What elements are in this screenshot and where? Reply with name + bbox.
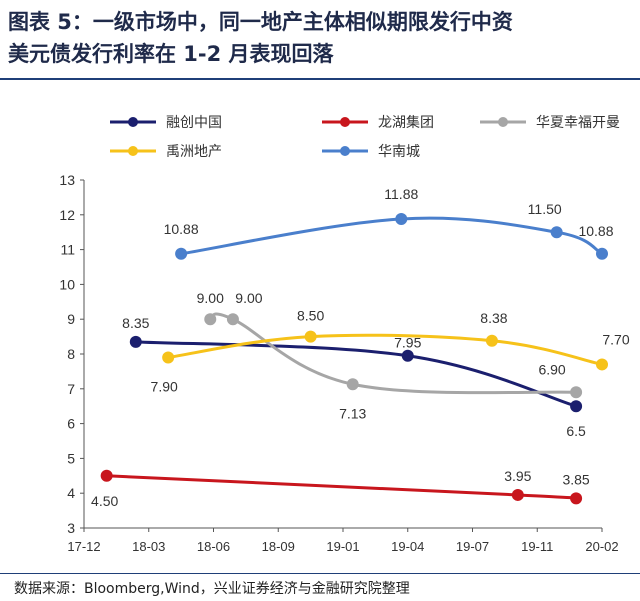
- figure-title-line-1: 图表 5：一级市场中，同一地产主体相似期限发行中资: [8, 10, 513, 34]
- data-point: [100, 469, 113, 482]
- source-divider: [0, 573, 640, 574]
- line-chart: 3 4 5 6 7 8 9 10 11 12 13 17-12 18-03 18-06 18-09 19-01…: [59, 114, 629, 554]
- data-label: 10.88: [578, 223, 613, 239]
- data-label: 7.13: [339, 405, 366, 421]
- series-line: [167, 333, 603, 366]
- figure-title: 图表 5：一级市场中，同一地产主体相似期限发行中资 美元债发行利率在 1-2 月…: [8, 6, 634, 70]
- data-label: 11.50: [528, 201, 562, 217]
- data-point: [175, 247, 188, 260]
- data-label: 3.95: [504, 468, 531, 484]
- legend-swatch-marker: [340, 117, 350, 127]
- data-point: [596, 358, 608, 371]
- data-point: [570, 400, 583, 413]
- data-label: 10.88: [164, 221, 199, 237]
- data-point: [346, 378, 359, 391]
- data-point: [550, 226, 563, 239]
- legend-swatch-marker: [498, 117, 508, 127]
- data-label: 4.50: [91, 493, 118, 509]
- data-label: 8.35: [122, 315, 149, 331]
- data-point: [401, 349, 414, 362]
- y-tick-label: 5: [67, 450, 75, 466]
- x-tick-label: 17-12: [67, 539, 100, 554]
- x-tick-label: 19-11: [521, 539, 553, 554]
- legend-swatch-marker: [128, 117, 138, 127]
- legend-label: 禹洲地产: [166, 143, 222, 159]
- data-point: [511, 488, 524, 501]
- data-label: 7.90: [151, 378, 178, 394]
- legend-label: 融创中国: [166, 114, 222, 130]
- data-label: 6.5: [566, 423, 586, 439]
- y-tick-label: 9: [67, 311, 75, 327]
- legend-swatch-marker: [340, 146, 350, 156]
- y-tick-label: 10: [59, 276, 75, 292]
- y-tick-label: 6: [67, 416, 75, 432]
- data-label: 7.95: [394, 335, 421, 351]
- x-tick-label: 19-07: [456, 539, 489, 554]
- data-point: [304, 330, 317, 343]
- legend-label: 华夏幸福开曼: [536, 114, 620, 130]
- y-tick-label: 13: [59, 172, 75, 188]
- y-tick-label: 8: [67, 346, 75, 362]
- x-tick-label: 19-04: [391, 539, 424, 554]
- source-note: 数据来源：Bloomberg,Wind，兴业证券经济与金融研究院整理: [14, 581, 410, 597]
- data-point: [570, 386, 583, 399]
- data-label: 8.50: [297, 308, 324, 324]
- legend-swatch-marker: [128, 146, 138, 156]
- x-tick-label: 20-02: [585, 539, 618, 554]
- y-tick-label: 11: [60, 242, 75, 258]
- data-label: 3.85: [562, 471, 589, 487]
- x-tick-label: 19-01: [326, 539, 359, 554]
- y-tick-label: 12: [59, 207, 75, 223]
- data-point: [204, 313, 217, 326]
- legend-label: 龙湖集团: [378, 114, 434, 130]
- title-divider: [0, 78, 640, 80]
- data-point: [596, 247, 608, 260]
- data-label: 7.70: [602, 331, 629, 347]
- data-point: [129, 335, 142, 348]
- legend-label: 华南城: [378, 143, 420, 159]
- series-line: [209, 312, 577, 395]
- data-label: 9.00: [235, 290, 262, 306]
- data-label: 9.00: [197, 290, 224, 306]
- data-point: [395, 212, 408, 225]
- series-line: [180, 216, 603, 256]
- y-tick-label: 7: [67, 381, 75, 397]
- data-label: 8.38: [480, 310, 507, 326]
- data-label: 11.88: [384, 186, 418, 202]
- x-tick-label: 18-06: [197, 539, 230, 554]
- y-tick-label: 4: [67, 485, 75, 501]
- x-tick-label: 18-03: [132, 539, 165, 554]
- data-point: [226, 313, 239, 326]
- data-point: [485, 334, 498, 347]
- data-point: [570, 492, 583, 505]
- y-tick-label: 3: [67, 520, 75, 536]
- data-label: 6.90: [538, 361, 565, 377]
- figure-title-line-2: 美元债发行利率在 1-2 月表现回落: [8, 42, 334, 66]
- x-tick-label: 18-09: [262, 539, 295, 554]
- data-point: [162, 351, 175, 364]
